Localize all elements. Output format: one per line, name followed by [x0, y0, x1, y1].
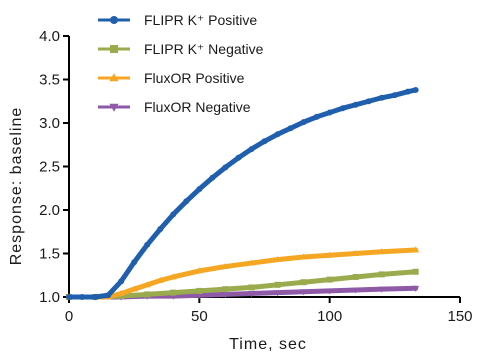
data-point [105, 292, 112, 299]
data-point [391, 92, 398, 99]
data-point [274, 255, 281, 262]
x-tick-label: 0 [65, 308, 73, 325]
data-point [326, 276, 333, 283]
y-tick-label: 1.5 [39, 246, 60, 263]
series-line [66, 87, 419, 300]
legend-label: FLIPR K⁺ Negative [144, 41, 264, 57]
data-point [235, 154, 242, 161]
data-point [66, 294, 72, 300]
data-point [117, 289, 125, 296]
data-point [92, 294, 99, 300]
series-1 [66, 268, 419, 300]
axes: 1.0 1.5 2.0 2.5 3.0 3.5 4.0 0 50 100 150 [39, 28, 472, 325]
data-point [352, 287, 360, 294]
legend-label: FLIPR K⁺ Positive [144, 12, 257, 28]
data-point [261, 138, 268, 145]
legend-item: FluxOR Positive [98, 70, 245, 86]
data-point [118, 293, 125, 300]
data-point [156, 276, 164, 283]
data-point [221, 262, 229, 269]
legend-swatch-marker [110, 16, 118, 24]
y-axis-title: Response: baseline [8, 107, 25, 266]
data-point [196, 186, 203, 193]
data-point [222, 164, 229, 171]
data-point [248, 259, 255, 266]
data-point [339, 105, 346, 112]
series-layer [65, 86, 420, 301]
data-point [195, 267, 203, 274]
data-point [274, 281, 281, 288]
legend-item: FLIPR K⁺ Negative [98, 41, 264, 57]
data-point [248, 291, 255, 298]
data-point [287, 125, 294, 132]
series-0 [66, 86, 419, 300]
data-point [248, 146, 255, 153]
data-point [183, 198, 190, 205]
legend-swatch-marker [109, 103, 119, 112]
x-tick-label: 50 [191, 308, 208, 325]
data-point [378, 248, 386, 255]
data-point [130, 285, 138, 292]
data-point [412, 86, 419, 93]
data-point [352, 249, 360, 256]
data-point [196, 287, 203, 294]
data-point [143, 281, 151, 288]
data-point [170, 211, 177, 218]
data-point [326, 251, 334, 258]
x-tick-label: 100 [317, 308, 342, 325]
data-point [300, 119, 307, 126]
y-tick-label: 3.0 [39, 115, 60, 132]
data-point [222, 286, 229, 293]
y-tick-label: 2.0 [39, 202, 60, 219]
data-point [365, 98, 372, 105]
data-point [274, 290, 281, 297]
data-point [157, 226, 164, 233]
data-point [131, 259, 138, 266]
data-point [195, 292, 203, 299]
data-point [412, 268, 419, 275]
data-point [248, 284, 255, 291]
data-point [300, 279, 307, 286]
data-point [221, 291, 229, 298]
data-point [378, 94, 385, 101]
x-axis-title: Time, sec [229, 336, 307, 353]
data-point [144, 241, 151, 248]
data-point [300, 289, 308, 296]
data-point [404, 88, 411, 95]
data-point [352, 273, 359, 280]
x-tick-label: 150 [447, 308, 472, 325]
data-point [326, 109, 333, 116]
data-point [378, 271, 385, 278]
data-point [209, 174, 216, 181]
legend-swatch-marker [110, 45, 118, 53]
data-point [313, 113, 320, 120]
legend-label: FluxOR Positive [144, 70, 245, 86]
series-line [66, 269, 419, 300]
data-point [79, 294, 86, 300]
legend-label: FluxOR Negative [144, 99, 251, 115]
data-point [352, 101, 359, 108]
data-point [412, 285, 420, 292]
legend: FLIPR K⁺ Positive FLIPR K⁺ Negative FluxOR… [98, 12, 264, 115]
legend-item: FLIPR K⁺ Positive [98, 12, 257, 28]
data-point [326, 288, 334, 295]
data-point [300, 253, 308, 260]
data-point [170, 289, 177, 296]
y-tick-label: 1.0 [39, 289, 60, 306]
data-point [169, 273, 177, 280]
data-point [412, 246, 420, 253]
data-point [118, 278, 125, 285]
legend-item: FluxOR Negative [98, 99, 251, 115]
data-point [144, 291, 151, 298]
data-point [274, 131, 281, 138]
y-tick-label: 3.5 [39, 72, 60, 89]
legend-swatch-marker [109, 73, 119, 82]
y-tick-label: 2.5 [39, 159, 60, 176]
data-point [378, 286, 386, 293]
y-tick-label: 4.0 [39, 28, 60, 45]
